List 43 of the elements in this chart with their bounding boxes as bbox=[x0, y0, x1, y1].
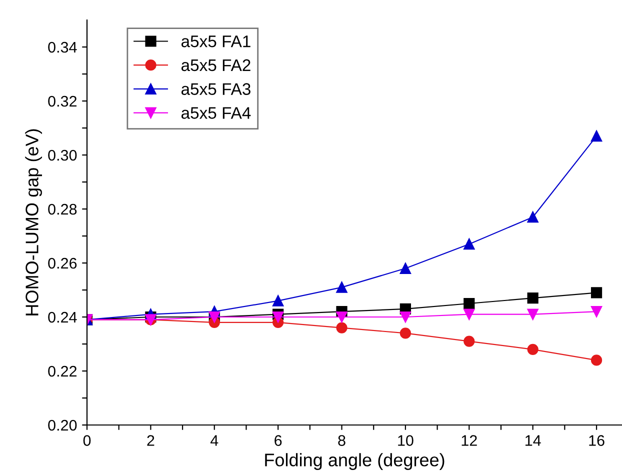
point bbox=[400, 262, 412, 274]
y-tick-label: 0.22 bbox=[48, 366, 77, 377]
y-tick-label: 0.32 bbox=[48, 96, 77, 107]
point bbox=[400, 328, 412, 339]
point bbox=[336, 322, 348, 334]
point bbox=[590, 130, 602, 142]
point bbox=[336, 311, 348, 323]
x-tick-label: 2 bbox=[147, 435, 154, 446]
point bbox=[464, 336, 475, 347]
point bbox=[400, 311, 412, 323]
legend-label: a5x5 FA3 bbox=[181, 83, 250, 95]
point bbox=[464, 308, 475, 320]
y-axis-title: HOMO-LUMO gap (eV) bbox=[25, 129, 42, 316]
x-tick-label: 16 bbox=[589, 435, 604, 446]
x-tick-label: 8 bbox=[338, 435, 346, 446]
point bbox=[272, 295, 284, 306]
point bbox=[527, 308, 538, 320]
legend-label: a5x5 FA4 bbox=[181, 107, 251, 119]
y-tick-label: 0.30 bbox=[48, 150, 77, 161]
point bbox=[590, 354, 602, 366]
point bbox=[272, 311, 284, 323]
point bbox=[464, 298, 475, 310]
point bbox=[527, 212, 538, 223]
x-tick-label: 4 bbox=[210, 435, 218, 446]
x-tick-label: 12 bbox=[462, 435, 477, 446]
x-axis-title: Folding angle (degree) bbox=[265, 453, 444, 470]
y-tick-label: 0.26 bbox=[48, 258, 77, 269]
x-tick-label: 0 bbox=[83, 435, 91, 446]
legend-label: a5x5 FA2 bbox=[181, 59, 250, 72]
legend-label: a5x5 FA1 bbox=[181, 36, 250, 48]
y-tick-label: 0.28 bbox=[48, 204, 77, 215]
y-tick-label: 0.34 bbox=[48, 42, 77, 53]
x-tick-label: 10 bbox=[398, 435, 414, 446]
x-tick-label: 6 bbox=[274, 435, 282, 446]
point bbox=[336, 282, 348, 293]
point bbox=[590, 306, 602, 318]
point bbox=[464, 238, 475, 250]
x-tick-label: 14 bbox=[526, 435, 541, 446]
point bbox=[527, 292, 538, 304]
point bbox=[527, 344, 538, 355]
y-tick-label: 0.20 bbox=[48, 420, 77, 431]
y-tick-label: 0.24 bbox=[48, 312, 77, 323]
point bbox=[590, 287, 602, 298]
